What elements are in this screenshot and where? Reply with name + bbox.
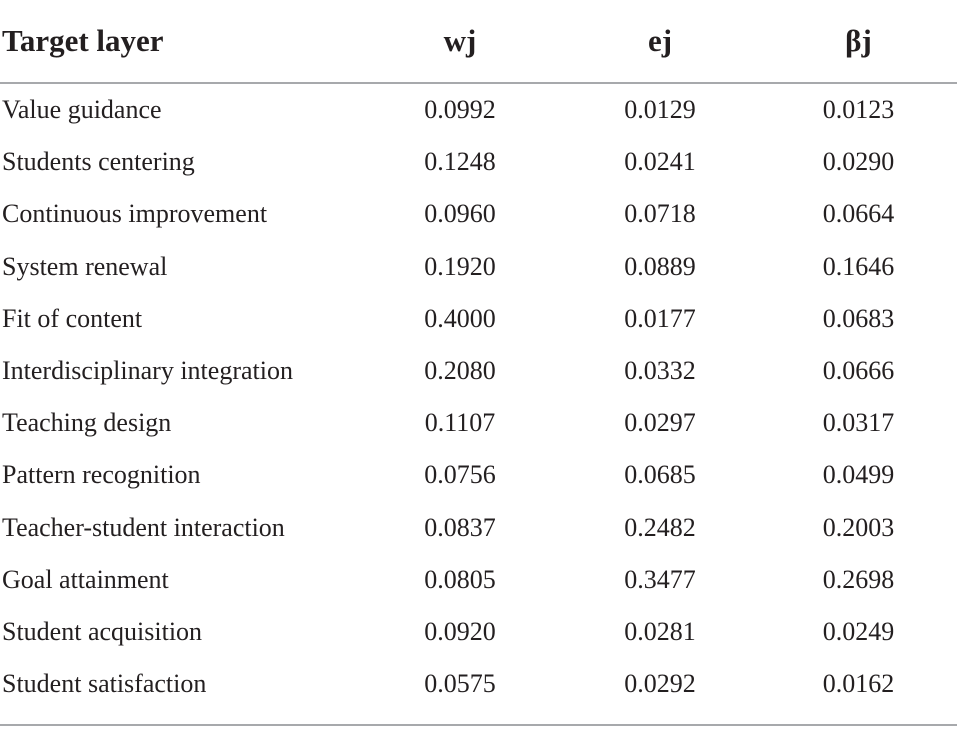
table-row: Students centering 0.1248 0.0241 0.0290 <box>0 136 957 188</box>
cell-bj: 0.2698 <box>822 564 895 594</box>
table-row: Student acquisition 0.0920 0.0281 0.0249 <box>0 606 957 658</box>
cell-bj: 0.0317 <box>822 408 895 438</box>
cell-ej: 0.0297 <box>624 408 696 438</box>
header-ej: ej <box>560 0 760 84</box>
cell-ej: 0.0292 <box>624 669 696 699</box>
cell-bj: 0.0664 <box>822 199 895 229</box>
header-bj: βj <box>760 0 957 84</box>
cell-wj: 0.1248 <box>424 147 496 177</box>
row-label: Interdisciplinary integration <box>2 356 293 386</box>
cell-wj: 0.0992 <box>424 95 496 125</box>
table-row: Goal attainment 0.0805 0.3477 0.2698 <box>0 554 957 606</box>
cell-wj: 0.0805 <box>424 564 496 594</box>
cell-bj: 0.2003 <box>822 512 895 542</box>
cell-ej: 0.3477 <box>624 564 696 594</box>
cell-wj: 0.0837 <box>424 512 496 542</box>
table-bottom-rule <box>0 724 957 726</box>
row-label: Fit of content <box>2 303 143 333</box>
cell-ej: 0.0129 <box>624 95 696 125</box>
cell-wj: 0.0756 <box>424 460 496 490</box>
table-row: Interdisciplinary integration 0.2080 0.0… <box>0 345 957 397</box>
table-row: Pattern recognition 0.0756 0.0685 0.0499 <box>0 449 957 501</box>
header-target-layer: Target layer <box>0 0 360 84</box>
cell-wj: 0.2080 <box>424 356 496 386</box>
row-label: Student satisfaction <box>2 669 207 699</box>
table-row: Student satisfaction 0.0575 0.0292 0.016… <box>0 658 957 710</box>
cell-wj: 0.0575 <box>424 669 496 699</box>
cell-ej: 0.0177 <box>624 303 696 333</box>
row-label: Student acquisition <box>2 616 203 646</box>
cell-wj: 0.0960 <box>424 199 496 229</box>
header-row: Target layer wj ej βj <box>0 0 957 84</box>
cell-bj: 0.0123 <box>822 95 895 125</box>
cell-wj: 0.1107 <box>424 408 496 438</box>
table-header: Target layer wj ej βj <box>0 0 957 84</box>
cell-bj: 0.0499 <box>822 460 895 490</box>
cell-ej: 0.0889 <box>624 251 696 281</box>
table-row: Teaching design 0.1107 0.0297 0.0317 <box>0 397 957 449</box>
cell-ej: 0.0685 <box>624 460 696 490</box>
cell-ej: 0.0281 <box>624 616 696 646</box>
cell-bj: 0.0666 <box>822 356 895 386</box>
row-label: Teaching design <box>2 408 172 438</box>
row-label: Teacher-student interaction <box>2 512 285 542</box>
cell-bj: 0.0249 <box>822 616 895 646</box>
cell-ej: 0.0718 <box>624 199 696 229</box>
cell-bj: 0.0683 <box>822 303 895 333</box>
table-row: Value guidance 0.0992 0.0129 0.0123 <box>0 83 957 136</box>
cell-ej: 0.2482 <box>624 512 696 542</box>
cell-wj: 0.4000 <box>424 303 496 333</box>
cell-wj: 0.1920 <box>424 251 496 281</box>
cell-bj: 0.0290 <box>822 147 895 177</box>
weights-table: Target layer wj ej βj Value guidance 0.0… <box>0 0 957 710</box>
table-row: Continuous improvement 0.0960 0.0718 0.0… <box>0 188 957 240</box>
cell-wj: 0.0920 <box>424 616 496 646</box>
row-label: Continuous improvement <box>2 199 268 229</box>
cell-bj: 0.1646 <box>822 251 895 281</box>
row-label: Goal attainment <box>2 564 169 594</box>
row-label: Students centering <box>2 147 195 177</box>
cell-bj: 0.0162 <box>822 669 895 699</box>
table-row: System renewal 0.1920 0.0889 0.1646 <box>0 241 957 293</box>
header-wj: wj <box>360 0 560 84</box>
row-label: System renewal <box>2 251 168 281</box>
cell-ej: 0.0332 <box>624 356 696 386</box>
table-row: Teacher-student interaction 0.0837 0.248… <box>0 502 957 554</box>
row-label: Value guidance <box>2 95 162 125</box>
cell-ej: 0.0241 <box>624 147 696 177</box>
row-label: Pattern recognition <box>2 460 201 490</box>
table-row: Fit of content 0.4000 0.0177 0.0683 <box>0 293 957 345</box>
table-body: Value guidance 0.0992 0.0129 0.0123 Stud… <box>0 83 957 710</box>
